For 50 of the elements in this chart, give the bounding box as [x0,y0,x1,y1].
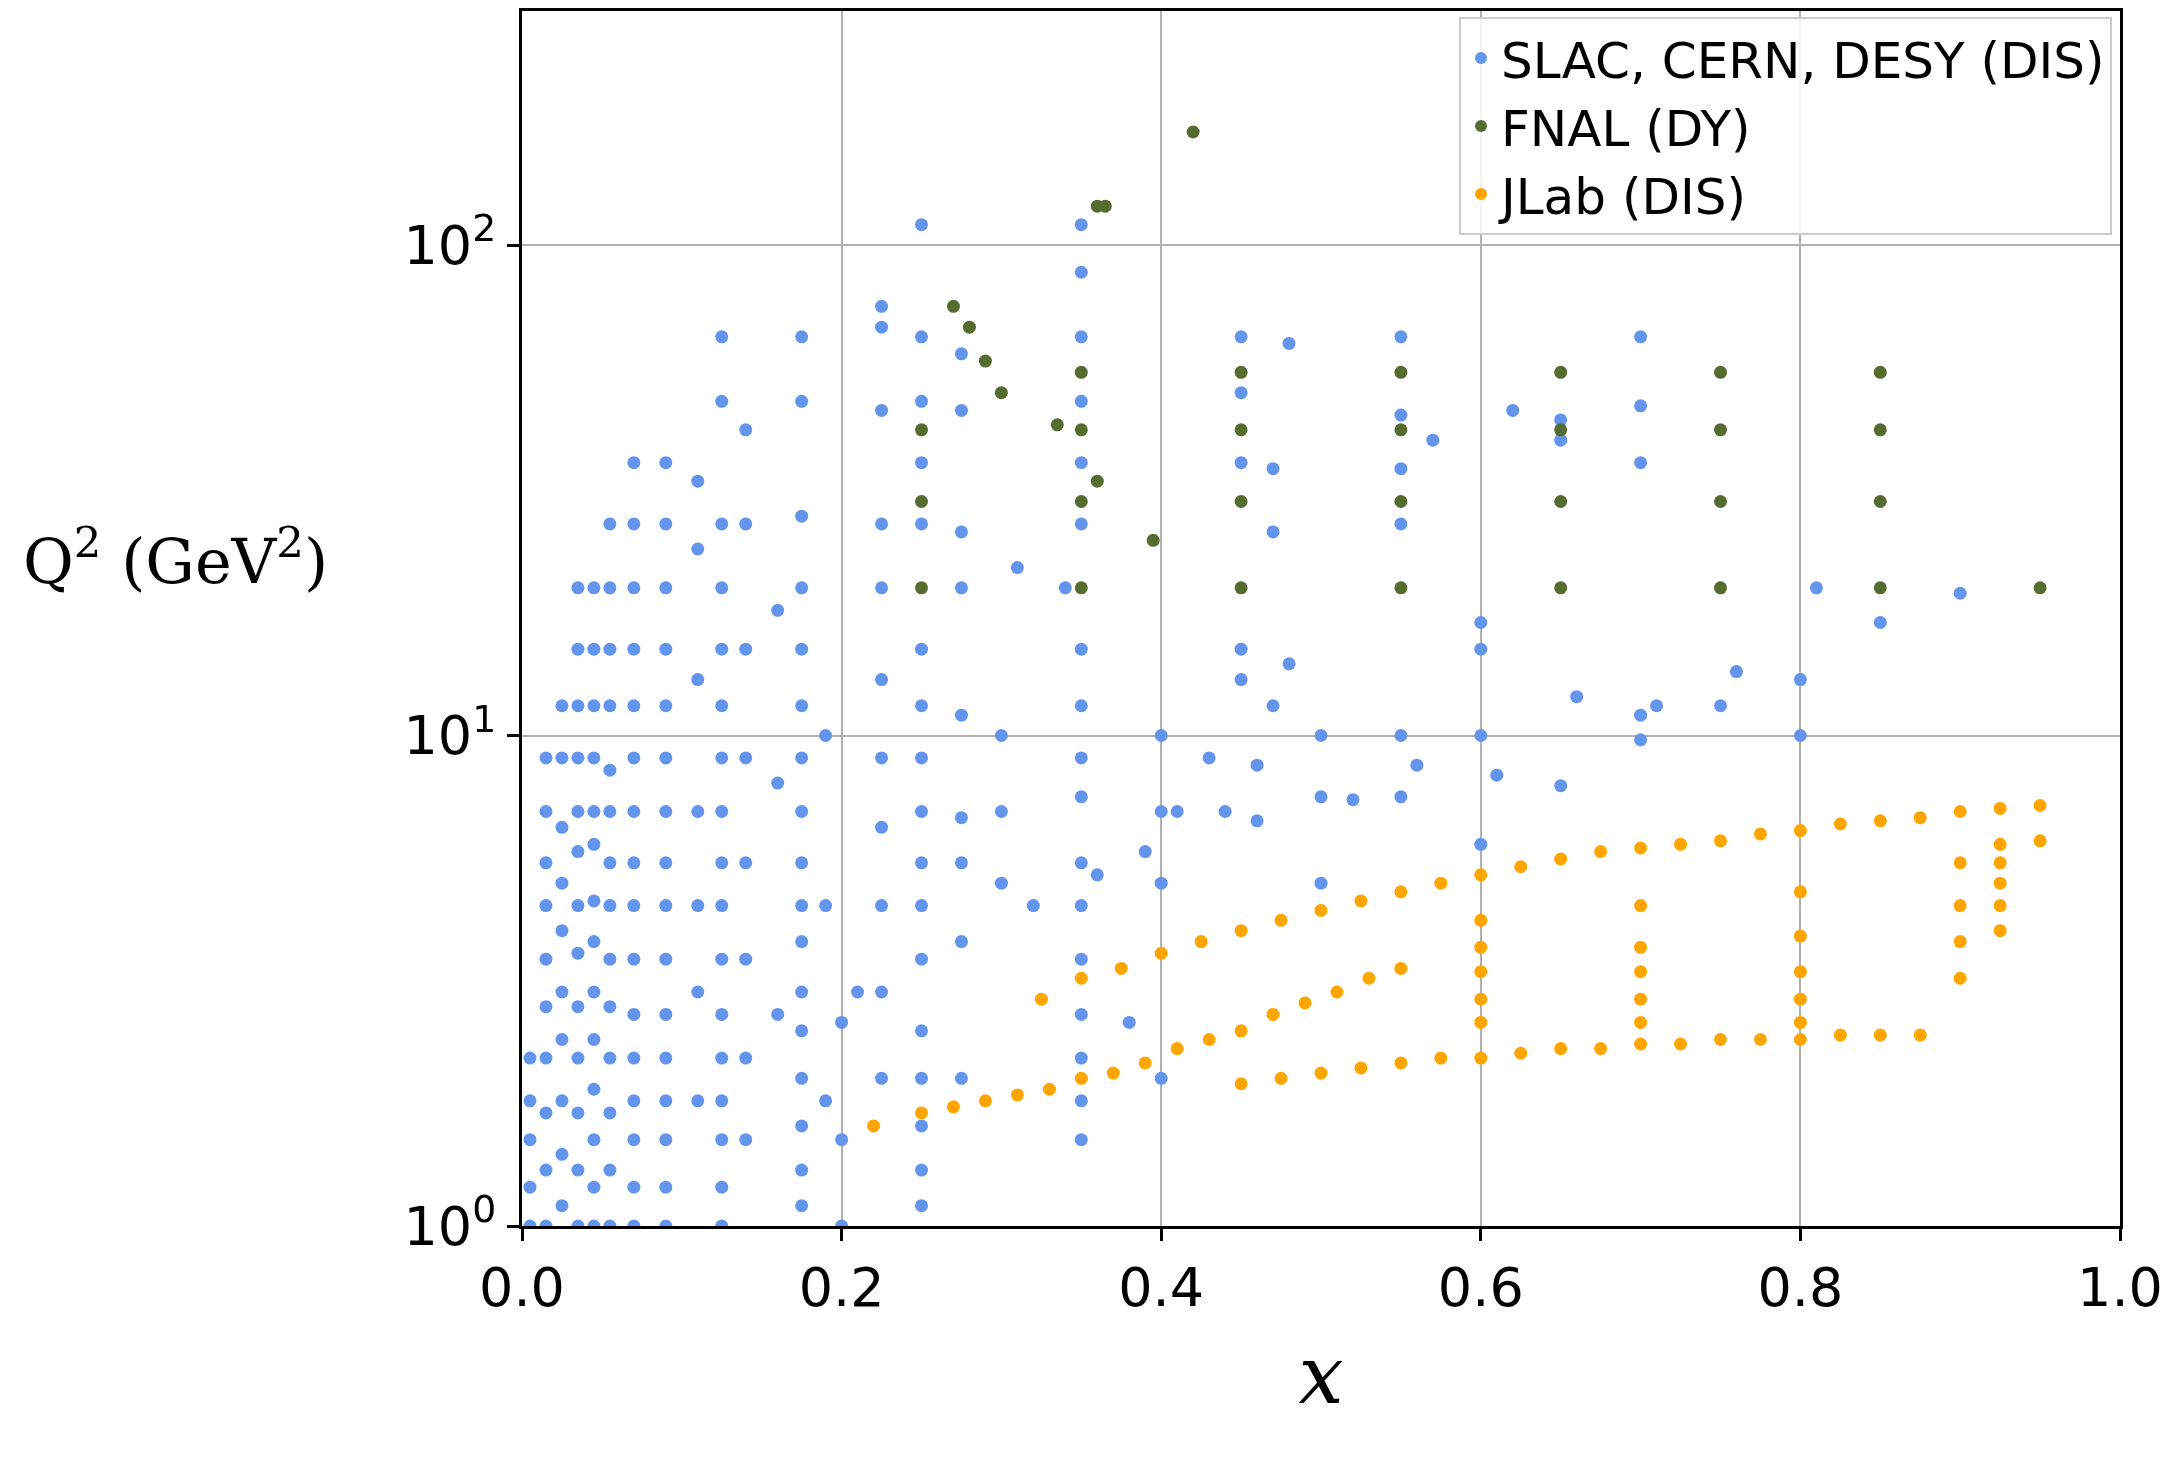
point [1394,494,1408,508]
point [1394,423,1408,437]
point [915,581,928,595]
point [1873,581,1887,595]
point [1050,418,1064,432]
point [915,494,928,508]
point [1146,533,1160,547]
point [1186,125,1200,139]
point [1394,365,1408,379]
point [1234,365,1248,379]
point [962,320,976,334]
point [1714,423,1727,437]
point [1074,423,1088,437]
legend-label: FNAL (DY) [1501,99,1751,158]
point [1234,581,1248,595]
point [1234,423,1248,437]
x-tick-label: 0.2 [798,1255,885,1319]
point [1873,494,1887,508]
point [978,354,992,368]
y-tick-label: 10$^{0}$ [403,1187,497,1258]
point [1554,365,1568,379]
point [2033,581,2047,595]
point [1873,423,1887,437]
y-tick-label: 10$^{2}$ [403,206,497,277]
point [1074,365,1088,379]
legend-label: SLAC, CERN, DESY (DIS) [1501,31,2105,90]
point [1394,581,1408,595]
point [1554,494,1568,508]
x-tick-label: 1.0 [2077,1255,2163,1319]
point [1090,474,1104,488]
point [1714,494,1727,508]
point [1714,581,1727,595]
point [946,299,960,313]
point [915,423,928,437]
x-tick-label: 0.4 [1118,1255,1205,1319]
y-tick-label: 10$^{1}$ [403,696,497,768]
x-axis-title: x [1298,1329,1344,1423]
point [1074,581,1088,595]
y-axis-title: Q$^{2}$ (GeV$^{2}$) [23,517,329,599]
point [1074,494,1088,508]
point [1873,365,1887,379]
x-tick-label: 0.6 [1437,1255,1524,1319]
point [1234,494,1248,508]
x-tick-label: 0.8 [1757,1255,1844,1319]
point [994,386,1008,400]
x-tick-label: 0.0 [479,1255,565,1319]
point [1554,423,1568,437]
point [1554,581,1568,595]
legend-label: JLab (DIS) [1498,167,1746,226]
point [1714,365,1727,379]
